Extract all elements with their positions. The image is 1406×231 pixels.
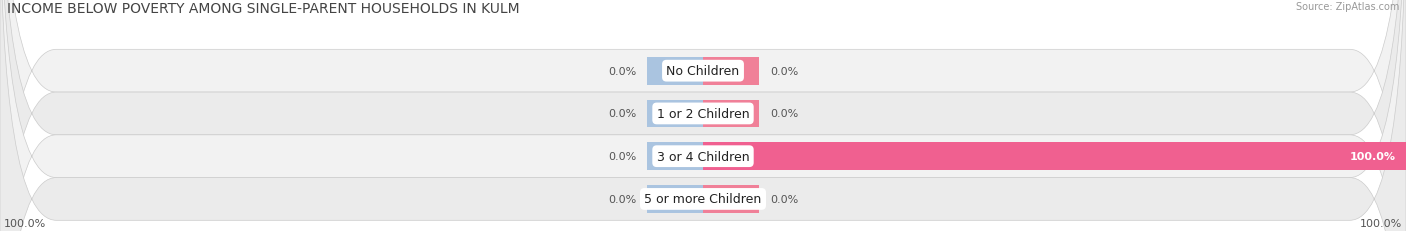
Text: INCOME BELOW POVERTY AMONG SINGLE-PARENT HOUSEHOLDS IN KULM: INCOME BELOW POVERTY AMONG SINGLE-PARENT… [7,2,520,16]
Bar [703,100,759,128]
Bar [703,58,759,85]
Text: 3 or 4 Children: 3 or 4 Children [657,150,749,163]
Text: Source: ZipAtlas.com: Source: ZipAtlas.com [1295,2,1399,12]
Text: No Children: No Children [666,65,740,78]
Bar [703,185,759,213]
Text: 0.0%: 0.0% [770,66,799,76]
Text: 0.0%: 0.0% [770,109,799,119]
Text: 0.0%: 0.0% [607,66,637,76]
Bar [647,185,703,213]
Text: 100.0%: 100.0% [3,218,46,228]
Text: 5 or more Children: 5 or more Children [644,193,762,206]
Bar [647,58,703,85]
Text: 0.0%: 0.0% [607,194,637,204]
Text: 1 or 2 Children: 1 or 2 Children [657,107,749,120]
Bar [647,100,703,128]
Text: 100.0%: 100.0% [1350,152,1395,161]
Bar [647,185,703,213]
Bar [647,143,703,170]
Bar [703,143,1406,170]
Text: 100.0%: 100.0% [1360,218,1403,228]
Text: 0.0%: 0.0% [770,194,799,204]
Bar [647,143,703,170]
Text: 0.0%: 0.0% [607,109,637,119]
Bar [647,58,703,85]
Text: 0.0%: 0.0% [607,152,637,161]
Bar [703,143,759,170]
Bar [647,100,703,128]
Bar [703,185,759,213]
Bar [703,100,759,128]
Bar [703,58,759,85]
